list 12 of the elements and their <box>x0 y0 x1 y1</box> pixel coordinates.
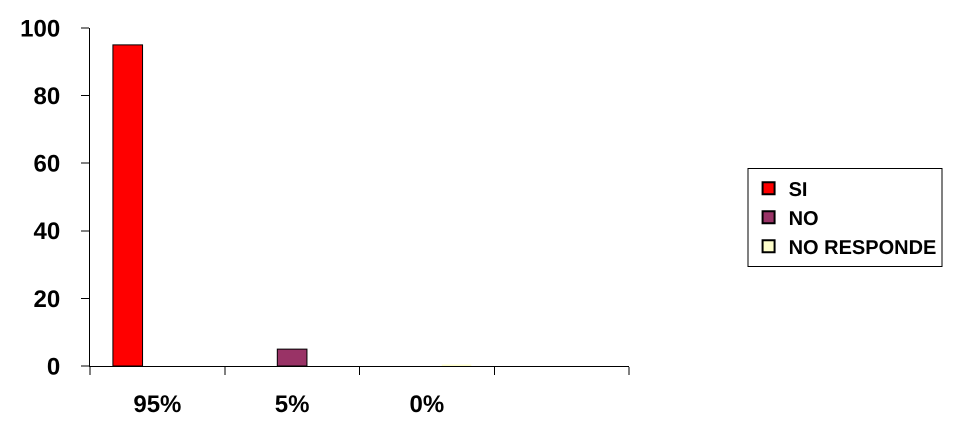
y-tick-label: 80 <box>33 83 60 110</box>
x-tick-label: 5% <box>274 390 310 418</box>
legend-label: NO RESPONDE <box>788 237 936 260</box>
y-tick-label: 40 <box>33 218 60 246</box>
legend-label: SI <box>788 179 808 202</box>
x-tick-label: 95% <box>133 390 182 418</box>
x-tick-label: 0% <box>410 390 444 418</box>
y-tick-label: 20 <box>33 286 60 313</box>
y-tick-label: 100 <box>20 15 60 42</box>
y-tick-label: 0 <box>46 353 60 380</box>
y-tick-label: 60 <box>33 150 60 178</box>
legend-label: NO <box>788 208 819 230</box>
